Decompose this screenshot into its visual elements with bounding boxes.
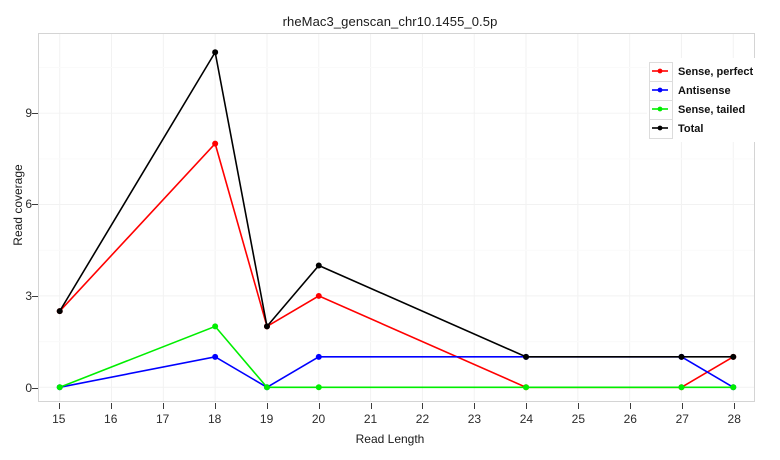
x-tick-label: 15 — [52, 412, 66, 426]
y-tick-mark — [32, 388, 38, 390]
plot-svg — [39, 34, 754, 401]
x-tick-mark — [474, 403, 476, 409]
x-tick-mark — [526, 403, 528, 409]
legend-key-icon — [649, 118, 673, 139]
x-tick-label: 24 — [519, 412, 534, 426]
x-tick-label: 26 — [623, 412, 637, 426]
x-tick-label: 22 — [415, 412, 430, 426]
x-tick-label: 20 — [311, 412, 326, 426]
x-tick-label: 16 — [104, 412, 118, 426]
legend-label: Total — [678, 122, 704, 135]
series-0 — [56, 140, 737, 391]
y-tick-label: 0 — [25, 381, 32, 396]
x-tick-mark — [578, 403, 580, 409]
x-tick-mark — [162, 403, 164, 409]
y-axis-label: Read coverage — [11, 164, 25, 246]
legend-key-icon — [649, 99, 673, 120]
legend-item: Total — [649, 118, 753, 139]
x-tick-mark — [318, 403, 320, 409]
legend-item: Sense, perfect — [649, 61, 754, 82]
x-tick-mark — [370, 403, 372, 409]
legend-label: Sense, tailed — [678, 103, 746, 116]
y-tick-mark — [32, 204, 38, 206]
chart-title: rheMac3_genscan_chr10.1455_0.5p — [282, 14, 498, 29]
legend-item: Antisense — [649, 80, 753, 101]
x-tick-mark — [214, 403, 216, 409]
x-tick-label: 21 — [363, 412, 378, 426]
legend-label: Sense, perfect — [678, 65, 754, 78]
x-tick-label: 27 — [675, 412, 689, 426]
y-tick-mark — [32, 296, 38, 298]
x-tick-mark — [630, 403, 632, 409]
series-3 — [56, 49, 737, 360]
y-tick-label: 9 — [25, 105, 32, 120]
x-tick-mark — [266, 403, 268, 409]
x-tick-mark — [734, 403, 736, 409]
x-tick-label: 17 — [156, 412, 170, 426]
series-2 — [56, 323, 737, 391]
x-tick-label: 19 — [259, 412, 274, 426]
plot-panel — [38, 33, 755, 402]
chart-legend: Sense, perfect Antisense Sense, tailed Tota… — [647, 58, 758, 142]
x-tick-label: 28 — [727, 412, 741, 426]
y-tick-mark — [32, 112, 38, 114]
series-layer — [56, 49, 737, 391]
x-tick-mark — [682, 403, 684, 409]
x-tick-label: 25 — [571, 412, 586, 426]
legend-label: Antisense — [678, 84, 731, 97]
y-tick-label: 6 — [25, 197, 32, 212]
legend-key-icon — [649, 80, 673, 101]
y-tick-label: 3 — [25, 289, 32, 304]
legend-key-icon — [649, 61, 673, 82]
x-tick-label: 23 — [467, 412, 482, 426]
legend-item: Sense, tailed — [649, 99, 753, 120]
x-tick-mark — [422, 403, 424, 409]
x-axis-label: Read Length — [355, 432, 425, 446]
x-tick-mark — [58, 403, 60, 409]
x-tick-mark — [110, 403, 112, 409]
series-1 — [56, 353, 737, 391]
x-tick-label: 18 — [207, 412, 222, 426]
